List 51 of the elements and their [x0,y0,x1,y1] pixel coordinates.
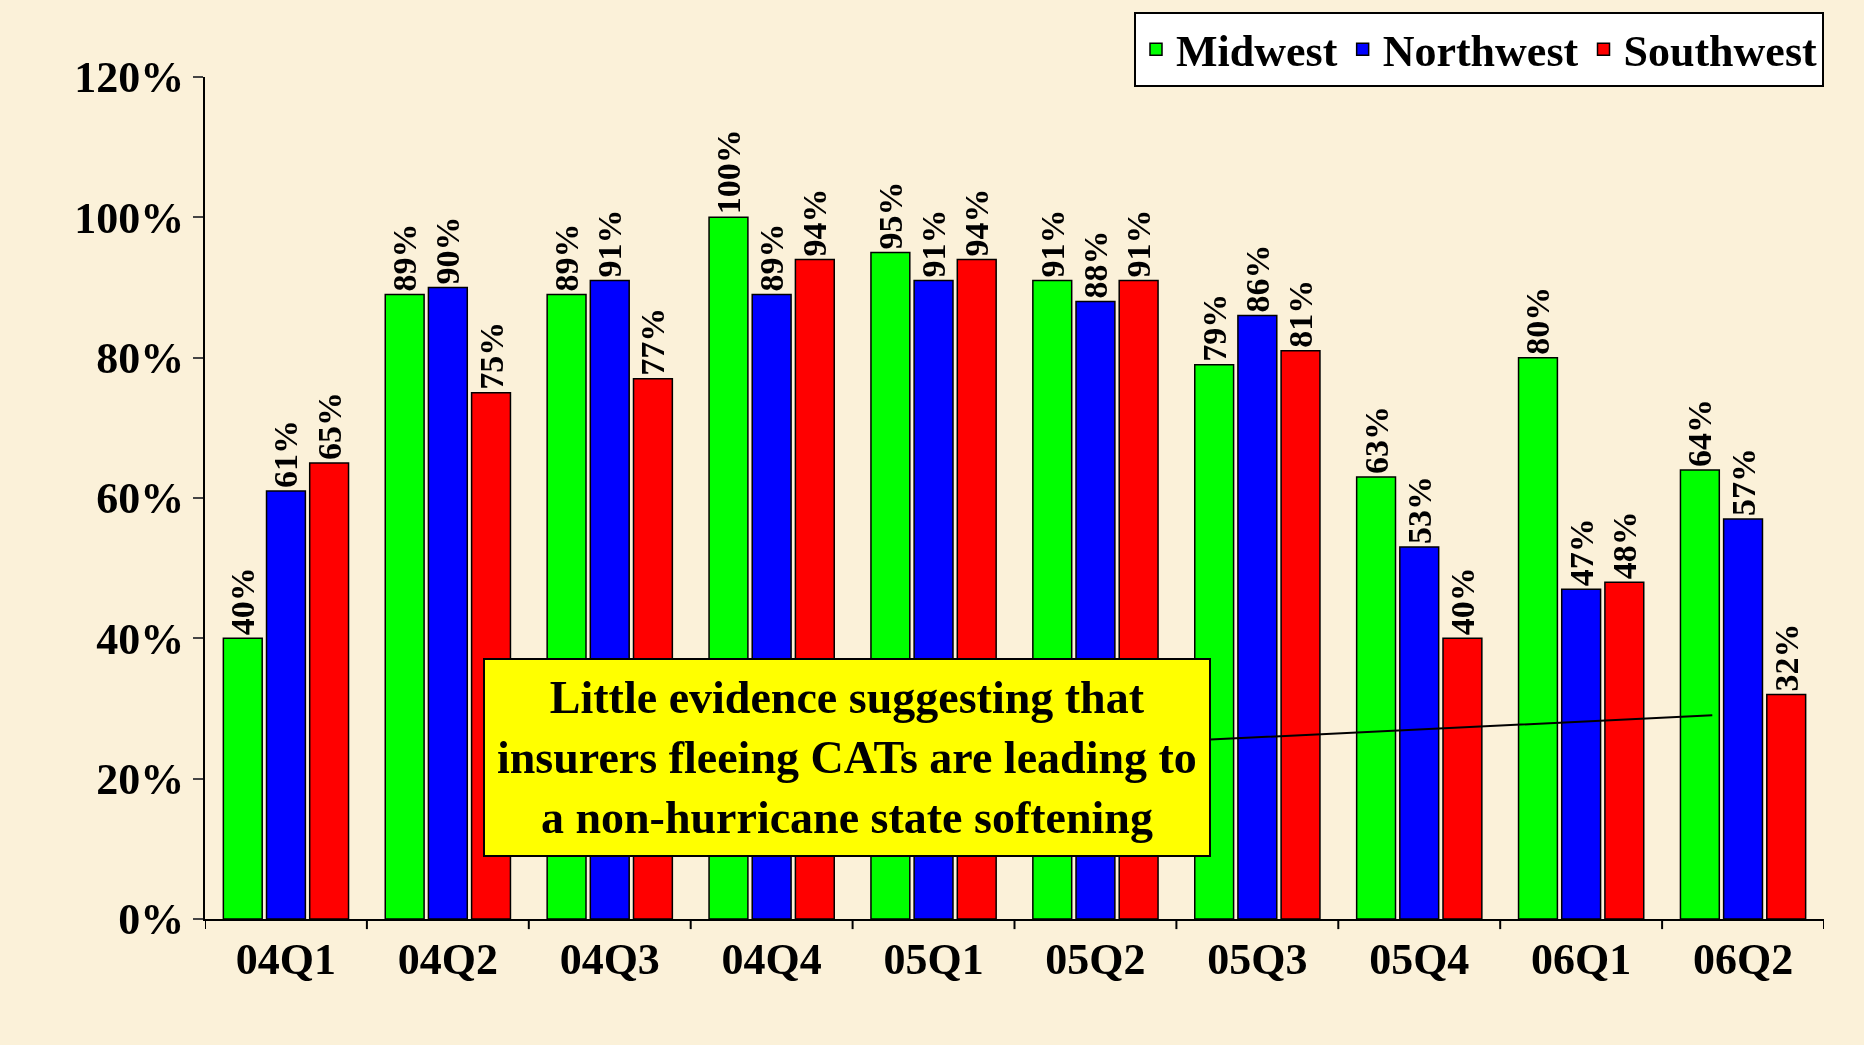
annotation: Little evidence suggesting that insurers fleeing CATs are leading to a non-hurricane state softening [497,672,1197,843]
data-label: 89% [386,223,424,292]
x-tick-label: 06Q2 [1692,934,1794,984]
data-label: 63% [1357,405,1395,474]
legend-label: Midwest [1176,27,1338,77]
data-label: 48% [1605,511,1643,580]
x-tick-label: 06Q1 [1531,934,1632,984]
x-tick-label: 05Q2 [1045,934,1146,984]
data-label: 95% [871,181,909,250]
data-label: 90% [429,216,467,285]
data-label: 40% [1443,567,1481,636]
data-label: 40% [224,567,262,636]
y-tick-label: 80% [96,334,185,384]
data-label: 94% [958,188,996,257]
x-tick-label: 04Q2 [397,934,498,984]
data-label: 81% [1282,279,1320,348]
data-label: 89% [753,223,791,292]
data-label: 88% [1076,230,1114,299]
data-label: 32% [1767,623,1805,692]
data-label: 61% [267,419,305,488]
y-tick-label: 60% [96,474,185,524]
x-tick-label: 05Q1 [883,934,984,984]
data-label: 57% [1724,448,1762,517]
x-tick-label: 05Q3 [1207,934,1308,984]
y-tick-label: 100% [74,193,185,243]
data-label: 75% [472,321,510,390]
data-label: 89% [548,223,586,292]
data-label: 53% [1400,476,1438,545]
y-tick-label: 40% [96,614,185,664]
data-label: 79% [1195,293,1233,362]
data-label: 91% [591,209,629,278]
data-label: 91% [915,209,953,278]
x-tick-label: 04Q3 [559,934,660,984]
data-label: 100% [709,129,747,215]
data-label: 91% [1120,209,1158,278]
y-tick-label: 20% [96,755,185,805]
legend-label: Southwest [1623,27,1817,77]
x-tick-label: 04Q1 [235,934,337,984]
data-label: 64% [1681,398,1719,467]
y-tick-label: 120% [74,53,185,103]
x-tick-label: 04Q4 [721,934,822,984]
x-tick-label: 05Q4 [1369,934,1470,984]
legend-label: Northwest [1382,27,1579,77]
data-label: 47% [1562,518,1600,587]
data-label: 86% [1238,244,1276,313]
data-label: 80% [1519,286,1557,355]
data-label: 94% [796,188,834,257]
y-tick-label: 0% [118,895,185,945]
data-label: 65% [310,391,348,460]
data-label: 91% [1033,209,1071,278]
data-label: 77% [634,307,672,376]
